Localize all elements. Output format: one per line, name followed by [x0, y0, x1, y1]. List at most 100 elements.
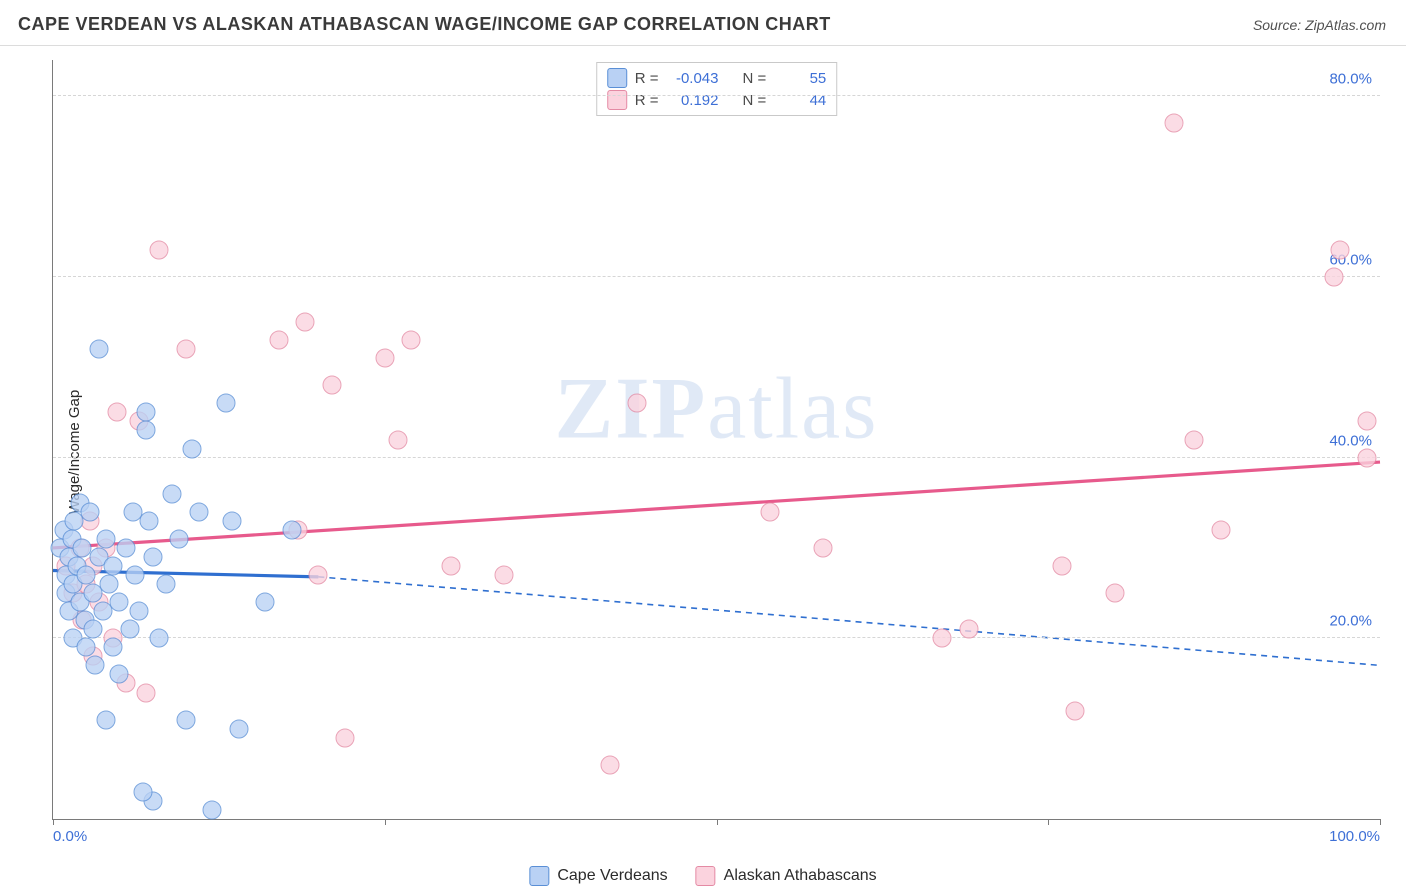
point-series2 — [375, 349, 394, 368]
point-series1 — [103, 638, 122, 657]
point-series1 — [110, 665, 129, 684]
gridline-h — [53, 95, 1380, 96]
point-series2 — [1165, 114, 1184, 133]
source-prefix: Source: — [1253, 17, 1305, 33]
point-series2 — [813, 538, 832, 557]
point-series2 — [760, 502, 779, 521]
n-value-series1: 55 — [774, 70, 826, 87]
point-series2 — [1324, 267, 1343, 286]
point-series1 — [282, 520, 301, 539]
point-series1 — [229, 719, 248, 738]
plot-area: ZIPatlas R = -0.043 N = 55 R = 0.192 N =… — [52, 60, 1380, 820]
legend-label-series1: Cape Verdeans — [557, 867, 667, 885]
point-series1 — [139, 511, 158, 530]
point-series1 — [223, 511, 242, 530]
point-series1 — [103, 557, 122, 576]
point-series2 — [495, 566, 514, 585]
point-series1 — [130, 602, 149, 621]
stats-row-series2: R = 0.192 N = 44 — [607, 89, 827, 111]
swatch-series2 — [607, 90, 627, 110]
r-value-series2: 0.192 — [667, 92, 719, 109]
gridline-h — [53, 276, 1380, 277]
point-series1 — [120, 620, 139, 639]
source-name: ZipAtlas.com — [1305, 17, 1386, 33]
point-series1 — [216, 394, 235, 413]
point-series1 — [77, 638, 96, 657]
point-series2 — [150, 240, 169, 259]
point-series2 — [389, 430, 408, 449]
swatch-series1 — [607, 68, 627, 88]
point-series1 — [176, 710, 195, 729]
point-series2 — [627, 394, 646, 413]
point-series1 — [81, 502, 100, 521]
point-series2 — [959, 620, 978, 639]
trend-lines — [53, 60, 1380, 819]
point-series1 — [203, 800, 222, 819]
xtick-label: 100.0% — [1329, 828, 1380, 845]
point-series1 — [77, 566, 96, 585]
point-series2 — [1331, 240, 1350, 259]
point-series1 — [126, 566, 145, 585]
gridline-h — [53, 637, 1380, 638]
xtick — [53, 819, 54, 825]
r-label: R = — [635, 70, 659, 87]
legend-item-series2: Alaskan Athabascans — [696, 866, 877, 886]
n-label-2: N = — [743, 92, 767, 109]
point-series2 — [1052, 557, 1071, 576]
point-series1 — [116, 538, 135, 557]
point-series1 — [97, 710, 116, 729]
point-series2 — [442, 557, 461, 576]
legend-swatch-series1 — [529, 866, 549, 886]
legend-label-series2: Alaskan Athabascans — [724, 867, 877, 885]
xtick — [717, 819, 718, 825]
point-series1 — [83, 620, 102, 639]
n-value-series2: 44 — [774, 92, 826, 109]
point-series1 — [170, 529, 189, 548]
point-series1 — [163, 484, 182, 503]
point-series2 — [1185, 430, 1204, 449]
point-series1 — [256, 593, 275, 612]
watermark-rest: atlas — [707, 361, 878, 458]
source-attribution: Source: ZipAtlas.com — [1253, 17, 1386, 33]
point-series1 — [189, 502, 208, 521]
point-series2 — [1065, 701, 1084, 720]
point-series2 — [1105, 584, 1124, 603]
point-series2 — [933, 629, 952, 648]
chart-title: CAPE VERDEAN VS ALASKAN ATHABASCAN WAGE/… — [18, 14, 831, 35]
point-series1 — [99, 575, 118, 594]
point-series1 — [183, 439, 202, 458]
xtick-label: 0.0% — [53, 828, 87, 845]
legend-item-series1: Cape Verdeans — [529, 866, 667, 886]
point-series1 — [134, 782, 153, 801]
point-series2 — [136, 683, 155, 702]
point-series2 — [402, 331, 421, 350]
ytick-label: 20.0% — [1329, 613, 1372, 630]
point-series1 — [73, 538, 92, 557]
point-series1 — [150, 629, 169, 648]
point-series2 — [335, 728, 354, 747]
ytick-label: 80.0% — [1329, 71, 1372, 88]
point-series2 — [269, 331, 288, 350]
stats-box: R = -0.043 N = 55 R = 0.192 N = 44 — [596, 62, 838, 116]
point-series2 — [309, 566, 328, 585]
point-series2 — [1357, 412, 1376, 431]
ytick-label: 40.0% — [1329, 432, 1372, 449]
point-series1 — [86, 656, 105, 675]
watermark: ZIPatlas — [555, 359, 879, 460]
point-series1 — [136, 421, 155, 440]
legend-swatch-series2 — [696, 866, 716, 886]
point-series2 — [107, 403, 126, 422]
r-value-series1: -0.043 — [667, 70, 719, 87]
point-series1 — [110, 593, 129, 612]
point-series2 — [1357, 448, 1376, 467]
n-label: N = — [743, 70, 767, 87]
xtick — [1048, 819, 1049, 825]
point-series1 — [156, 575, 175, 594]
point-series2 — [1211, 520, 1230, 539]
r-label-2: R = — [635, 92, 659, 109]
stats-row-series1: R = -0.043 N = 55 — [607, 67, 827, 89]
legend: Cape Verdeans Alaskan Athabascans — [529, 866, 876, 886]
point-series1 — [97, 529, 116, 548]
point-series2 — [176, 340, 195, 359]
point-series1 — [136, 403, 155, 422]
